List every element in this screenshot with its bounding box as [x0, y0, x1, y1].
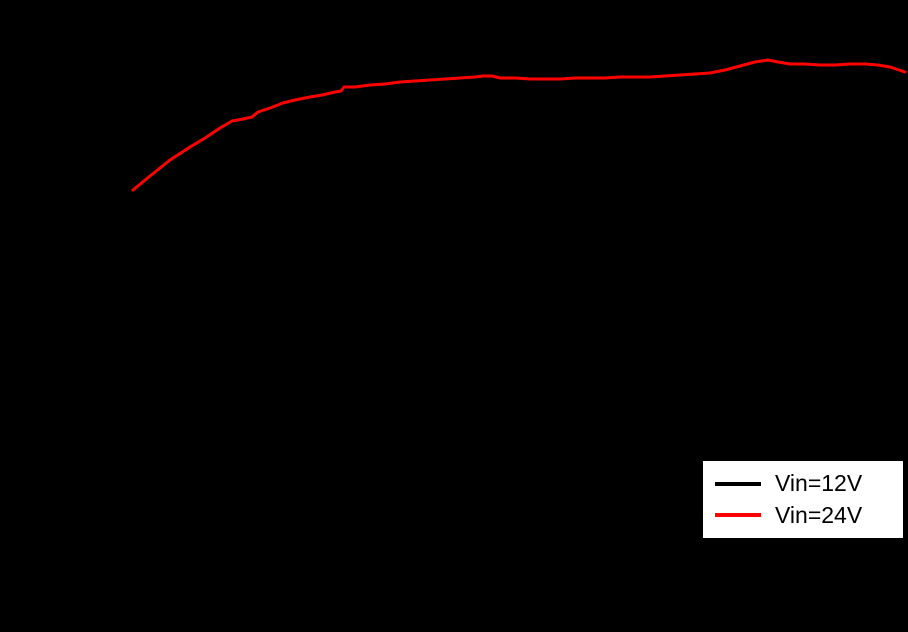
- legend-entry-vin24: Vin=24V: [715, 501, 891, 528]
- legend-entry-vin12: Vin=12V: [715, 470, 891, 497]
- series-lines: [131, 58, 907, 192]
- legend-label: Vin=12V: [775, 470, 863, 497]
- legend: Vin=12V Vin=24V: [701, 459, 905, 540]
- legend-line-swatch-red: [715, 513, 761, 518]
- legend-label: Vin=24V: [775, 501, 863, 528]
- legend-line-swatch-black: [715, 481, 761, 486]
